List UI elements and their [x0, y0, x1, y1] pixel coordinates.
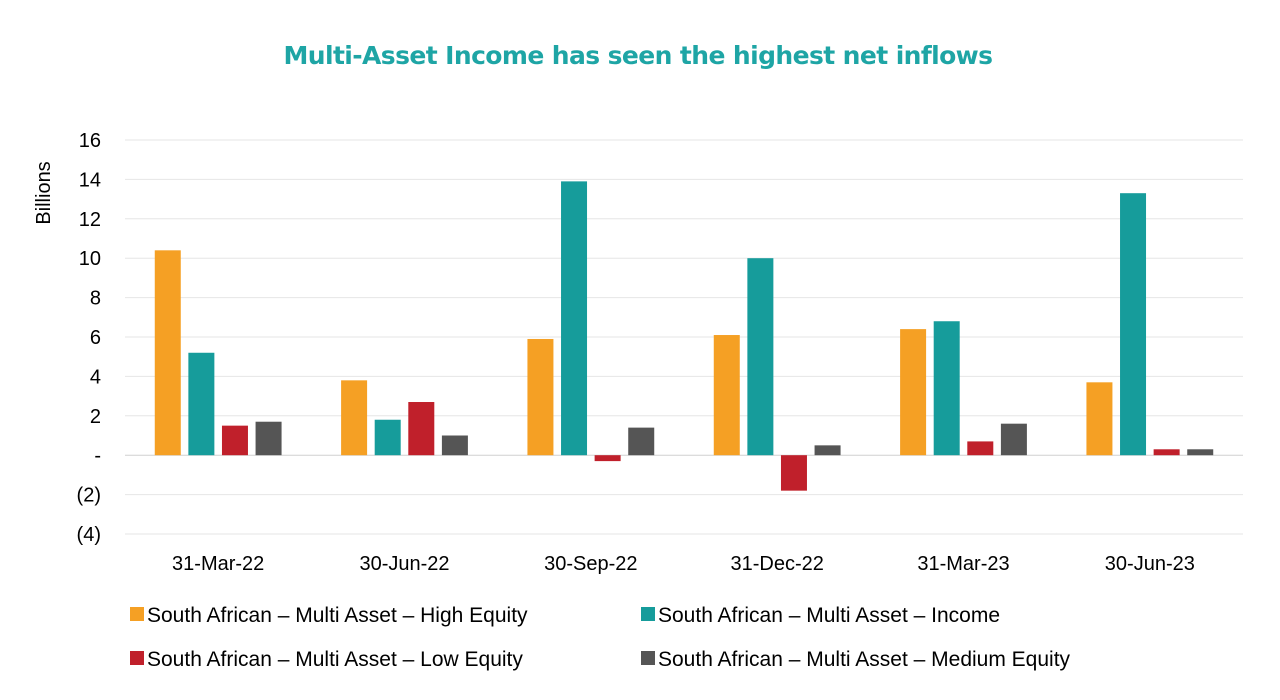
bar: [408, 402, 435, 456]
bar: [628, 427, 655, 456]
bar: [255, 421, 282, 456]
legend-label: South African – Multi Asset – High Equit…: [147, 604, 528, 627]
bar: [374, 419, 401, 456]
y-tick-label: 14: [79, 169, 101, 191]
bar: [561, 181, 588, 456]
bar: [713, 335, 740, 456]
bars: [154, 181, 1214, 491]
bar: [1086, 382, 1113, 456]
x-tick-label: 30-Jun-22: [359, 553, 449, 575]
x-tick-label: 30-Jun-23: [1105, 553, 1195, 575]
bar: [594, 455, 621, 462]
legend-swatch: [130, 607, 144, 621]
bar: [900, 329, 927, 456]
legend-label: South African – Multi Asset – Income: [658, 604, 1000, 627]
legend-label: South African – Multi Asset – Low Equity: [147, 648, 523, 671]
bar: [780, 455, 807, 491]
bar: [967, 441, 994, 456]
x-tick-label: 31-Dec-22: [730, 553, 823, 575]
x-axis-ticks: 31-Mar-22 30-Jun-22 30-Sep-22 31-Dec-22 31-M…: [172, 553, 1195, 575]
bar: [1000, 423, 1027, 456]
legend-swatch: [130, 651, 144, 665]
legend: South African – Multi Asset – High Equit…: [130, 604, 1071, 671]
y-tick-label: (4): [77, 524, 101, 546]
y-axis-label: Billions: [33, 161, 55, 224]
bar: [154, 250, 181, 456]
x-tick-label: 30-Sep-22: [544, 553, 637, 575]
chart-title: Multi-Asset Income has seen the highest …: [284, 41, 993, 70]
bar: [747, 258, 774, 456]
y-tick-label: 16: [79, 130, 101, 152]
bar: [1153, 449, 1180, 456]
y-tick-label: 2: [90, 406, 101, 428]
bar: [341, 380, 368, 456]
x-tick-label: 31-Mar-23: [917, 553, 1009, 575]
bar: [188, 352, 215, 456]
bar: [1187, 449, 1214, 456]
y-tick-label: 4: [90, 366, 101, 388]
x-tick-label: 31-Mar-22: [172, 553, 264, 575]
y-tick-label: (2): [77, 485, 101, 507]
y-tick-label: -: [94, 445, 101, 467]
legend-swatch: [641, 607, 655, 621]
bar: [441, 435, 468, 456]
y-tick-label: 12: [79, 209, 101, 231]
gridlines: [125, 139, 1243, 535]
bar: [933, 321, 960, 456]
bar: [814, 445, 841, 456]
y-tick-label: 10: [79, 248, 101, 270]
legend-label: South African – Multi Asset – Medium Equ…: [658, 648, 1071, 671]
bar: [527, 338, 554, 456]
bar: [1120, 193, 1147, 456]
y-tick-label: 8: [90, 288, 101, 310]
y-axis-ticks: 16 14 12 10 8 6 4 2 - (2) (4): [77, 130, 101, 546]
legend-swatch: [641, 651, 655, 665]
bar: [221, 425, 248, 456]
y-tick-label: 6: [90, 327, 101, 349]
